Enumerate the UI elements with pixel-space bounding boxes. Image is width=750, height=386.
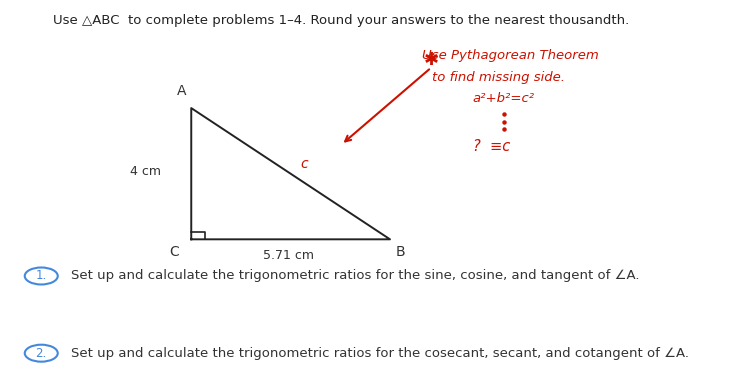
Text: Use △ABC  to complete problems 1–4. Round your answers to the nearest thousandth: Use △ABC to complete problems 1–4. Round… xyxy=(53,14,628,27)
Text: 2.: 2. xyxy=(36,347,46,360)
Text: to find missing side.: to find missing side. xyxy=(432,71,566,84)
Text: B: B xyxy=(396,245,406,259)
Text: c: c xyxy=(300,157,307,171)
Text: 1.: 1. xyxy=(36,269,46,283)
Text: a²+b²=c²: a²+b²=c² xyxy=(473,92,535,105)
Text: Use Pythagorean Theorem: Use Pythagorean Theorem xyxy=(422,49,598,63)
Text: Set up and calculate the trigonometric ratios for the sine, cosine, and tangent : Set up and calculate the trigonometric r… xyxy=(71,269,640,283)
Text: ✱: ✱ xyxy=(424,51,439,69)
Text: 5.71 cm: 5.71 cm xyxy=(263,249,314,262)
Text: A: A xyxy=(176,85,186,98)
Text: 4 cm: 4 cm xyxy=(130,165,161,178)
Text: C: C xyxy=(169,245,178,259)
Text: Set up and calculate the trigonometric ratios for the cosecant, secant, and cota: Set up and calculate the trigonometric r… xyxy=(71,347,689,360)
Text: ?  ≡c: ? ≡c xyxy=(472,139,510,154)
